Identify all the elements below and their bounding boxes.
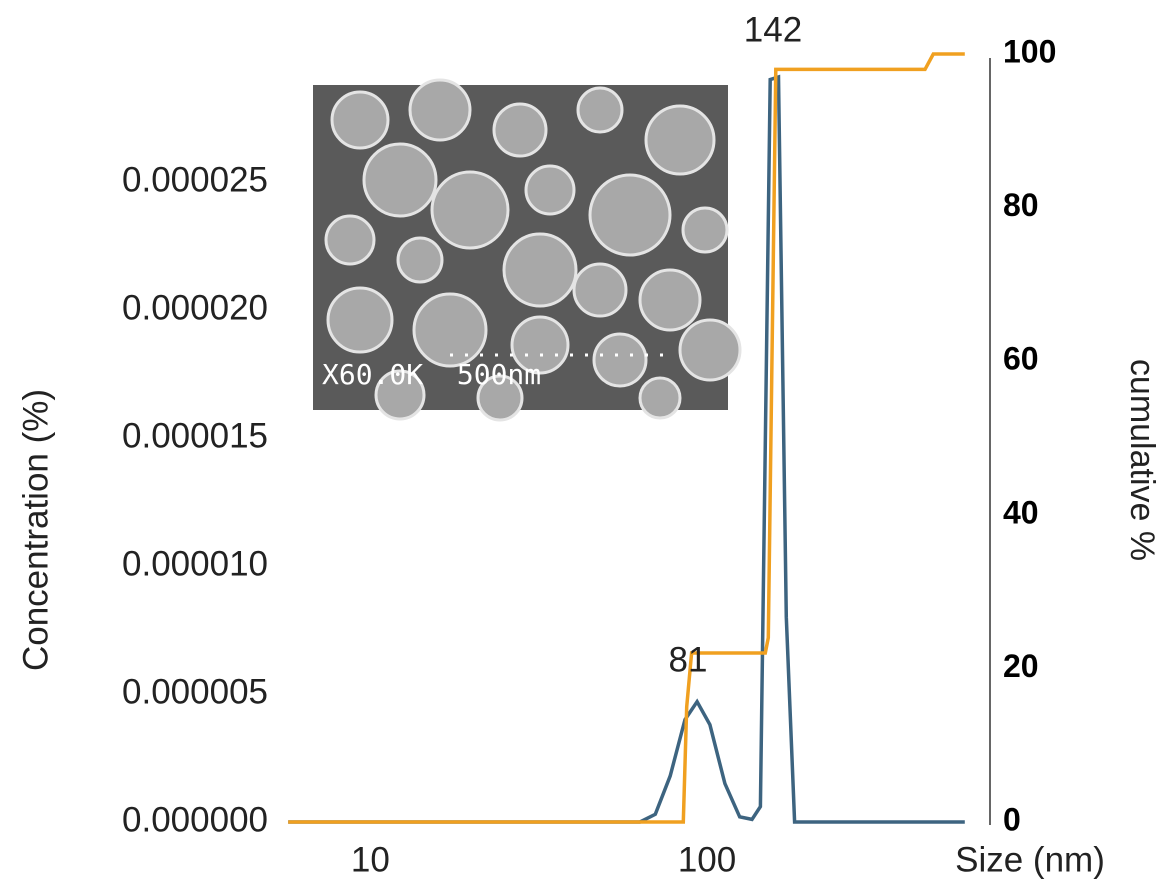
y-tick-label: 0.000000 — [122, 800, 268, 839]
y-tick-label: 0.000005 — [122, 672, 268, 711]
y2-tick-label: 40 — [1003, 494, 1039, 530]
y2-axis-label: cumulative % — [1123, 359, 1161, 561]
y-axis-label: Concentration (%) — [16, 389, 55, 671]
y-tick-label: 0.000015 — [122, 416, 268, 455]
y2-tick-label: 20 — [1003, 648, 1039, 684]
series-line — [288, 74, 965, 824]
peak-annotation: 142 — [744, 10, 802, 49]
y2-tick-label: 60 — [1003, 341, 1039, 377]
sem-inset: X60.0K 500nm — [313, 78, 742, 422]
y-tick-label: 0.000020 — [122, 288, 268, 327]
y-tick-label: 0.000025 — [122, 160, 268, 199]
inset-label: X60.0K 500nm — [322, 358, 541, 391]
x-tick-label: 10 — [351, 840, 390, 879]
y-tick-label: 0.000010 — [122, 544, 268, 583]
x-tick-label: 100 — [678, 840, 736, 879]
y2-tick-label: 100 — [1003, 33, 1056, 69]
x-axis-label: Size (nm) — [955, 840, 1105, 879]
series-line — [288, 52, 965, 824]
y2-tick-label: 0 — [1003, 801, 1021, 837]
peak-annotation: 81 — [669, 640, 708, 679]
y2-tick-label: 80 — [1003, 187, 1039, 223]
